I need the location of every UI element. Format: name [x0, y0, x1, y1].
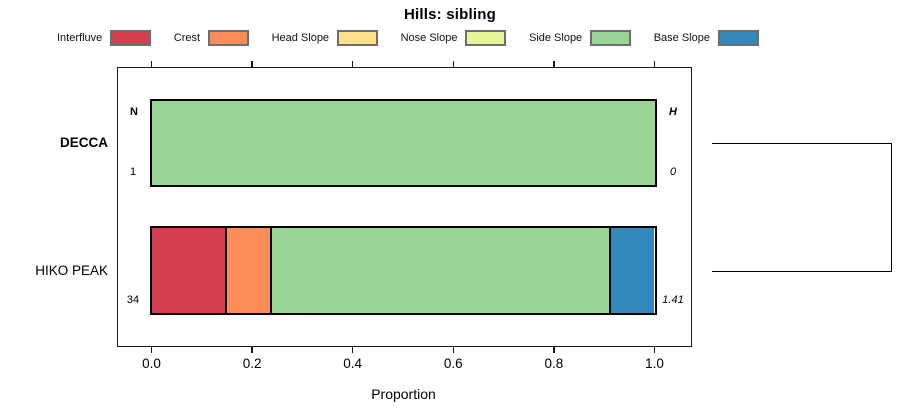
bottom-axis-tick [452, 345, 455, 353]
bottom-axis-tick [251, 345, 253, 353]
top-axis-tick [653, 61, 656, 68]
x-tick-label: 0.6 [443, 356, 463, 371]
legend-swatch-side-slope [590, 29, 632, 46]
legend-label-nose-slope: Nose Slope [400, 31, 458, 44]
x-tick-label: 1.0 [645, 356, 664, 371]
bar-segment-hiko-peak-crest [224, 228, 271, 313]
x-axis-label: Proportion [371, 386, 436, 402]
legend-item-side-slope: Side Slope [528, 29, 632, 46]
legend-item-base-slope: Base Slope [653, 29, 759, 46]
chart-title: Hills: sibling [404, 6, 496, 23]
legend-item-crest: Crest [173, 29, 250, 46]
bar-segment-hiko-peak-side-slope [270, 228, 609, 313]
top-axis-tick [351, 61, 354, 68]
row-label-decca: DECCA [59, 135, 108, 150]
legend: Interfluve Crest Head Slope Nose Slope Side … [57, 29, 759, 46]
legend-label-interfluve: Interfluve [57, 31, 103, 44]
bar-segment-hiko-peak-base-slope [608, 228, 655, 313]
legend-label-crest: Crest [173, 31, 201, 44]
top-axis-tick [150, 61, 153, 68]
legend-swatch-head-slope [337, 29, 379, 46]
x-tick-label: 0.4 [343, 356, 363, 371]
top-axis-tick [553, 61, 555, 68]
legend-swatch-interfluve [110, 29, 152, 46]
top-axis-tick [251, 61, 253, 68]
top-axis-tick [452, 61, 455, 68]
legend-label-side-slope: Side Slope [528, 31, 583, 44]
h-value-decca: 0 [669, 166, 677, 178]
legend-label-head-slope: Head Slope [271, 31, 330, 44]
plot-area [116, 66, 692, 347]
bottom-axis-tick [553, 345, 555, 353]
x-tick-label: 0.2 [242, 356, 262, 371]
bar-segment-hiko-peak-interfluve [151, 228, 225, 313]
legend-swatch-nose-slope [465, 29, 507, 46]
bar-segment-decca-side-slope [151, 101, 655, 185]
n-value-decca: 1 [129, 166, 137, 178]
legend-item-interfluve: Interfluve [57, 29, 152, 46]
x-tick-label: 0.8 [544, 356, 564, 371]
n-column-header: N [130, 106, 138, 118]
h-value-hiko-peak: 1.41 [662, 294, 684, 306]
legend-swatch-crest [208, 29, 250, 46]
legend-label-base-slope: Base Slope [653, 31, 710, 44]
bottom-axis-tick [351, 345, 354, 353]
x-tick-label: 0.0 [142, 356, 161, 371]
legend-swatch-base-slope [717, 29, 759, 46]
legend-item-nose-slope: Nose Slope [400, 29, 507, 46]
bottom-axis-tick [653, 345, 656, 353]
h-column-header: H [669, 106, 677, 118]
sibling-connector-bracket [712, 143, 892, 272]
legend-item-head-slope: Head Slope [271, 29, 379, 46]
n-value-hiko-peak: 34 [126, 294, 140, 306]
bar-row-decca [149, 99, 657, 187]
bar-row-hiko-peak [149, 226, 657, 315]
bottom-axis-tick [150, 345, 153, 353]
row-label-hiko-peak: HIKO PEAK [35, 262, 108, 278]
